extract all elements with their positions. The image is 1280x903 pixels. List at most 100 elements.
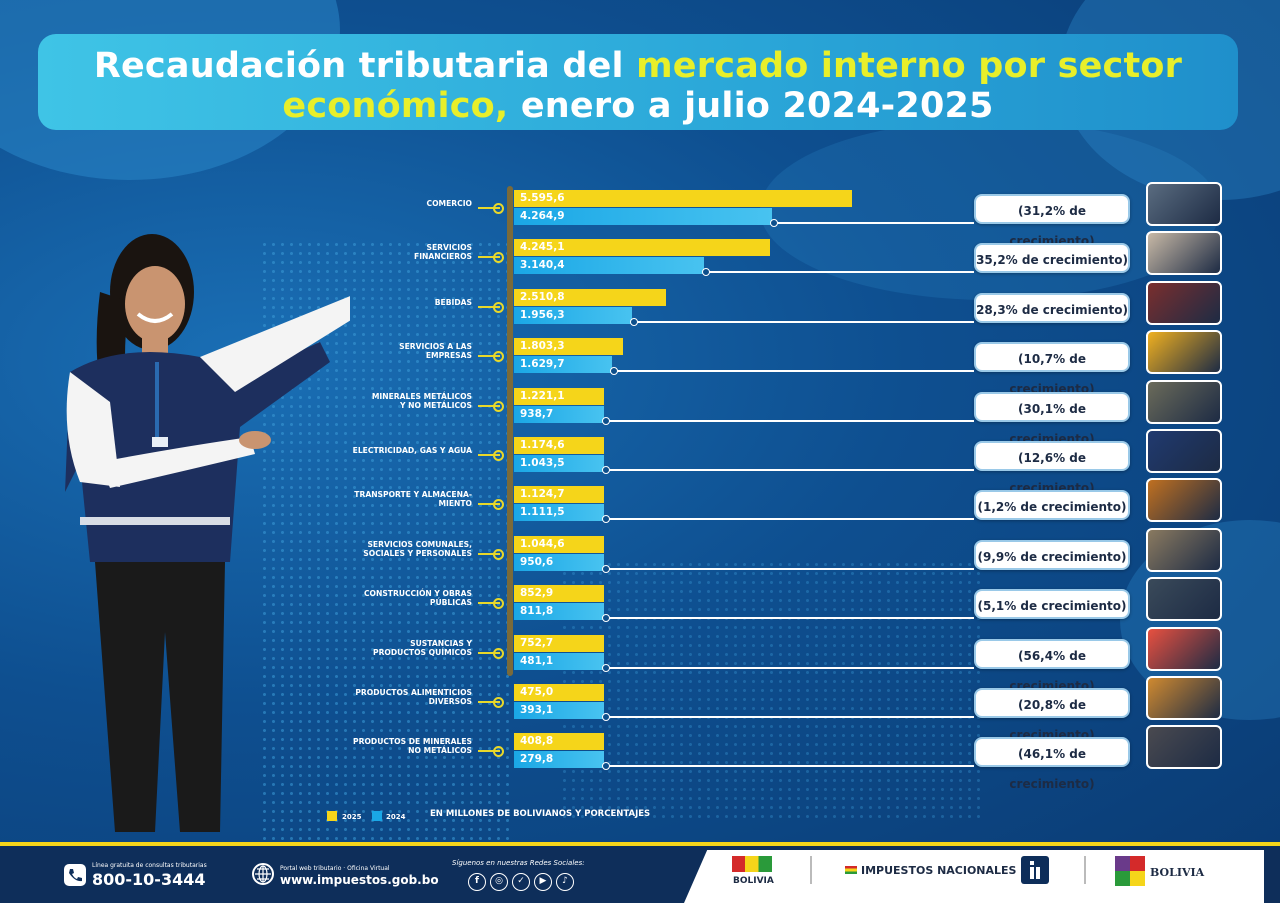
instagram-icon[interactable]: ◎ xyxy=(490,873,508,891)
social-icons: f ◎ ✓ ▶ ♪ xyxy=(468,873,574,891)
footer-logos-panel xyxy=(684,850,1264,903)
sector-photo xyxy=(1146,527,1222,572)
category-label: ELECTRICIDAD, GAS Y AGUA xyxy=(330,446,472,455)
bar-2025: 4.245,1 xyxy=(514,239,771,257)
chart-units-note: EN MILLONES DE BOLIVIANOS Y PORCENTAJES xyxy=(430,809,651,819)
category-label-line: MINERALES METÁLICOS xyxy=(371,391,472,401)
tiktok-icon[interactable]: ♪ xyxy=(556,873,574,891)
divider xyxy=(1084,856,1086,884)
sector-photo xyxy=(1146,577,1222,622)
bicentenario-logo-icon xyxy=(732,856,772,872)
bar-2024: 393,1 xyxy=(514,702,604,719)
sector-photo xyxy=(1146,478,1222,523)
category-label: PRODUCTOS ALIMENTICIOS DIVERSOS xyxy=(330,688,472,706)
impuestos-logo-icon xyxy=(1021,856,1049,884)
growth-badge: (5,1% de crecimiento) xyxy=(974,589,1130,620)
category-label-line: CONSTRUCCIÓN Y OBRAS xyxy=(363,589,472,599)
impuestos-logo-text: IMPUESTOS NACIONALES xyxy=(861,864,1017,877)
category-arrow xyxy=(478,499,504,511)
category-label-line: SERVICIOS A LAS xyxy=(399,342,472,352)
sector-photo xyxy=(1146,231,1222,276)
social-caption: Síguenos en nuestras Redes Sociales: xyxy=(452,859,585,867)
phone-number[interactable]: 800-10-3444 xyxy=(92,870,206,889)
bar-2024: 1.629,7 xyxy=(514,356,613,374)
category-label: TRANSPORTE Y ALMACENA- MIENTO xyxy=(330,490,472,508)
category-label-line: Y NO METÁLICOS xyxy=(400,400,472,410)
web-caption: Portal web tributario · Oficina Virtual xyxy=(280,865,390,872)
category-label: BEBIDAS xyxy=(330,298,472,307)
growth-connector xyxy=(602,713,974,721)
phone-caption: Línea gratuita de consultas tributarias xyxy=(92,862,207,869)
growth-badge: (30,1% de crecimiento) xyxy=(974,391,1130,446)
estado-logo-text: BOLIVIA xyxy=(1150,866,1205,879)
category-label-line: PÚBLICAS xyxy=(429,598,472,608)
category-label: COMERCIO xyxy=(330,199,472,208)
category-label-line: PRODUCTOS DE MINERALES xyxy=(353,737,472,747)
bar-2024: 1.111,5 xyxy=(514,504,604,522)
growth-connector xyxy=(602,515,974,524)
bar-2025: 475,0 xyxy=(514,684,604,701)
growth-badge: 28,3% de crecimiento) xyxy=(974,292,1130,323)
category-label-line: PRODUCTOS QUÍMICOS xyxy=(373,647,472,657)
growth-badge: (12,6% de crecimiento) xyxy=(974,441,1130,495)
growth-badge: (9,9% de crecimiento) xyxy=(974,539,1130,570)
category-arrow xyxy=(478,598,504,610)
category-arrow xyxy=(478,697,504,708)
category-label: CONSTRUCCIÓN Y OBRAS PÚBLICAS xyxy=(330,589,472,607)
category-arrow xyxy=(478,203,504,214)
growth-connector xyxy=(701,268,974,277)
category-label-line: PRODUCTOS ALIMENTICIOS xyxy=(355,688,472,697)
footer-stripe xyxy=(0,842,1280,847)
category-arrow xyxy=(478,746,504,758)
bar-2025: 1.044,6 xyxy=(514,535,604,553)
twitter-icon[interactable]: ✓ xyxy=(512,873,530,891)
chart-axis xyxy=(507,186,513,676)
category-label: MINERALES METÁLICOS Y NO METÁLICOS xyxy=(330,392,472,410)
web-link[interactable]: www.impuestos.gob.bo xyxy=(280,873,439,887)
bar-2024: 1.956,3 xyxy=(514,306,633,324)
legend-label-2025: 2025 xyxy=(342,813,362,821)
category-label: SUSTANCIAS Y PRODUCTOS QUÍMICOS xyxy=(330,639,472,657)
category-label-line: SERVICIOS COMUNALES, xyxy=(367,539,472,549)
bar-2025: 752,7 xyxy=(514,634,604,652)
bar-2024: 1.043,5 xyxy=(514,455,604,472)
growth-badge: (46,1% de crecimiento) xyxy=(974,737,1130,791)
bar-2025: 408,8 xyxy=(514,733,604,751)
growth-connector xyxy=(610,367,974,376)
sector-photo xyxy=(1146,429,1222,473)
growth-badge: (20,8% de crecimiento) xyxy=(974,688,1130,742)
growth-connector xyxy=(630,317,974,326)
category-label: SERVICIOS A LAS EMPRESAS xyxy=(330,342,472,360)
title-banner: Recaudación tributaria del mercado inter… xyxy=(38,34,1238,130)
facebook-icon[interactable]: f xyxy=(468,873,486,891)
legend-label-2024: 2024 xyxy=(386,813,406,821)
bar-2025: 1.803,3 xyxy=(514,338,623,356)
category-label-line: COMERCIO xyxy=(426,199,472,208)
bar-2025: 5.595,6 xyxy=(514,190,852,207)
category-label-line: DIVERSOS xyxy=(428,697,472,706)
growth-badge: 35,2% de crecimiento) xyxy=(974,243,1130,274)
growth-connector xyxy=(602,416,974,425)
globe-icon xyxy=(252,863,274,885)
estado-wiphala-icon xyxy=(1115,856,1145,886)
youtube-icon[interactable]: ▶ xyxy=(534,873,552,891)
category-arrow xyxy=(478,252,504,264)
category-label-line: ELECTRICIDAD, GAS Y AGUA xyxy=(352,446,472,455)
sector-photo xyxy=(1146,676,1222,720)
bicentenario-logo-text: BOLIVIA xyxy=(733,876,774,886)
phone-icon xyxy=(64,864,86,886)
bar-2025: 1.174,6 xyxy=(514,437,604,454)
sector-photo xyxy=(1146,626,1222,671)
sector-photo xyxy=(1146,379,1222,424)
growth-connector xyxy=(602,614,974,623)
category-label-line: EMPRESAS xyxy=(425,351,472,361)
bar-2025: 852,9 xyxy=(514,585,604,603)
bar-2025: 1.221,1 xyxy=(514,387,604,405)
category-label-line: SUSTANCIAS Y xyxy=(410,638,472,648)
legend-swatch-2025 xyxy=(327,811,337,821)
category-arrow xyxy=(478,548,504,560)
category-label-line: SERVICIOS xyxy=(426,243,472,253)
sector-photo xyxy=(1146,280,1222,325)
category-label: SERVICIOS COMUNALES, SOCIALES Y PERSONALE… xyxy=(330,540,472,558)
sector-photo xyxy=(1146,182,1222,226)
